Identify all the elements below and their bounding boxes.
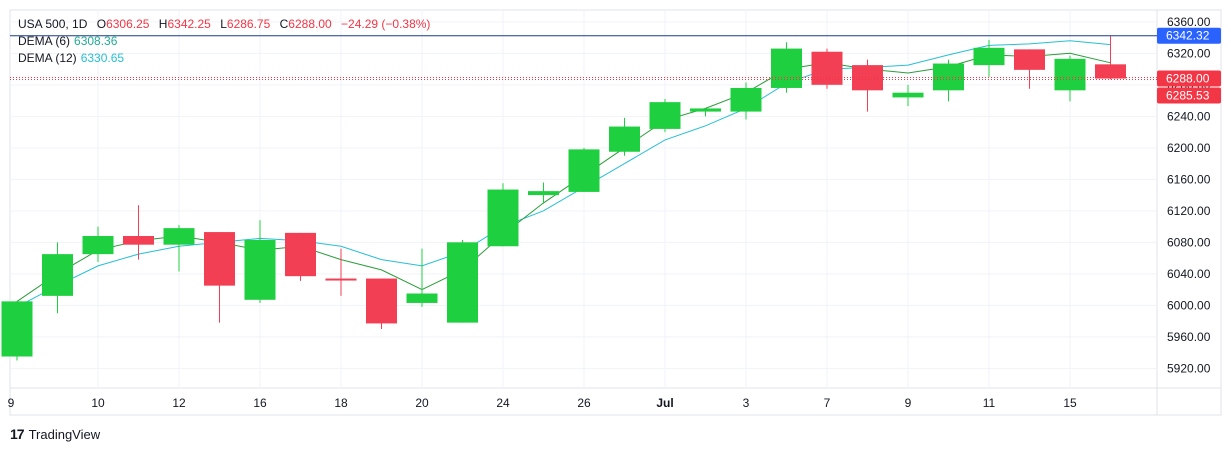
y-tick-label: 6040.00 [1167, 267, 1211, 281]
candle-body-up [82, 236, 114, 255]
y-tick-label: 6000.00 [1167, 298, 1211, 312]
candle-body-up [1, 301, 33, 357]
bid-badge-bg [1157, 87, 1221, 104]
candle-body-up [42, 254, 73, 296]
dema6-row[interactable]: DEMA (6) 6308.36 [18, 33, 430, 50]
low-label: L [220, 17, 227, 31]
x-tick-label: 18 [334, 396, 348, 410]
candle-body-up [163, 228, 195, 245]
dema12-label: DEMA (12) [18, 51, 77, 65]
y-tick-label: 6080.00 [1167, 235, 1211, 249]
x-tick-label: 3 [743, 396, 750, 410]
y-tick-label: 5960.00 [1167, 330, 1211, 344]
y-tick-label: 6240.00 [1167, 109, 1211, 123]
candle-body-up [1054, 58, 1086, 91]
x-tick-label: 24 [496, 396, 510, 410]
candle-body-down [1095, 64, 1126, 79]
open-label: O [96, 17, 107, 31]
y-tick-label: 6200.00 [1167, 141, 1211, 155]
candle-body-down [123, 236, 154, 245]
candle-body-up [690, 108, 721, 112]
change-value: −24.29 (−0.38%) [341, 17, 431, 31]
close-badge-bg [1157, 70, 1221, 87]
dema6-value: 6308.36 [74, 34, 118, 48]
candle-body-up [244, 239, 276, 300]
y-tick-label: 5920.00 [1167, 361, 1211, 375]
open-value: 6306.25 [106, 17, 150, 31]
high-line-badge: 6342.32 [1166, 29, 1210, 43]
y-tick-label: 6160.00 [1167, 172, 1211, 186]
candle-body-up [528, 191, 559, 196]
dema12-line [16, 40, 1111, 308]
high-line-badge-bg [1157, 27, 1221, 44]
x-tick-label: 11 [983, 396, 996, 410]
candle-body-up [933, 63, 964, 91]
axes: 6360.006320.006280.006240.006200.006160.… [8, 15, 1221, 410]
y-tick-label: 6120.00 [1167, 204, 1211, 218]
dema6-line [16, 52, 1111, 302]
candle-body-up [892, 92, 924, 98]
candle-body-up [447, 242, 478, 323]
x-tick-label: 26 [577, 396, 591, 410]
ohlc-row: USA 500, 1D O6306.25 H6342.25 L6286.75 C… [18, 16, 430, 33]
x-tick-label: 12 [172, 396, 186, 410]
close-value: 6288.00 [288, 17, 332, 31]
x-tick-label: 10 [91, 396, 105, 410]
x-tick-label: 9 [8, 396, 15, 410]
legend: USA 500, 1D O6306.25 H6342.25 L6286.75 C… [18, 16, 430, 67]
x-tick-label: 16 [253, 396, 267, 410]
tradingview-logo-icon: 17 [10, 426, 25, 442]
low-value: 6286.75 [226, 17, 271, 31]
brand-name: TradingView [28, 426, 101, 442]
high-value: 6342.25 [167, 17, 211, 31]
candle-body-down [325, 278, 357, 281]
x-tick-label: 7 [824, 396, 831, 410]
tradingview-brand[interactable]: 17 TradingView [10, 426, 100, 442]
candle-body-up [649, 102, 681, 129]
symbol-label: USA 500, 1D [18, 17, 88, 31]
candles [1, 35, 1126, 361]
candle-body-up [609, 126, 640, 152]
x-tick-label: 9 [905, 396, 912, 410]
candle-body-up [406, 293, 438, 303]
dema-lines [16, 40, 1111, 308]
bid-badge: 6285.53 [1166, 89, 1210, 103]
candle-body-up [568, 149, 600, 192]
x-tick-label: Jul [656, 396, 673, 410]
x-tick-label: 20 [415, 396, 429, 410]
x-tick-label: 15 [1063, 396, 1077, 410]
high-label: H [158, 17, 168, 31]
y-tick-label: 6320.00 [1167, 46, 1211, 60]
close-label: C [279, 17, 289, 31]
candle-body-up [771, 48, 802, 88]
price-lines [10, 35, 1157, 81]
y-tick-label: 6360.00 [1167, 15, 1211, 29]
dema12-row[interactable]: DEMA (12) 6330.65 [18, 50, 430, 67]
candle-body-up [973, 47, 1005, 66]
candle-body-down [204, 232, 235, 286]
chart-border [9, 9, 1222, 416]
dema12-value: 6330.65 [80, 51, 125, 65]
candle-body-down [366, 278, 397, 324]
candle-body-down [285, 232, 316, 277]
candle-body-up [487, 189, 519, 247]
candle-body-up [730, 87, 762, 112]
candle-body-down [1014, 49, 1045, 70]
grid [9, 9, 1222, 416]
close-badge: 6288.00 [1166, 72, 1210, 86]
dema6-label: DEMA (6) [18, 34, 71, 48]
